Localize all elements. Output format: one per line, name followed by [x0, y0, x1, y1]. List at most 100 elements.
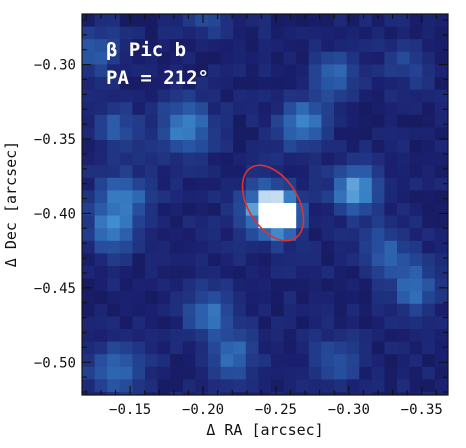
heatmap-cell: [258, 177, 272, 191]
heatmap-cell: [233, 165, 247, 179]
heatmap-cell: [371, 14, 385, 28]
heatmap-cell: [208, 316, 222, 330]
heatmap-cell: [82, 341, 96, 355]
heatmap-cell: [107, 291, 121, 305]
heatmap-cell: [220, 203, 234, 217]
heatmap-cell: [434, 165, 448, 179]
heatmap-cell: [296, 379, 310, 393]
heatmap-cell: [308, 316, 322, 330]
heatmap-cell: [245, 26, 259, 40]
heatmap-cell: [384, 303, 398, 317]
heatmap-cell: [308, 253, 322, 267]
heatmap-cell: [334, 152, 348, 166]
heatmap-cell: [308, 140, 322, 154]
heatmap-cell: [308, 177, 322, 191]
heatmap-cell: [94, 114, 108, 128]
heatmap-cell: [359, 14, 373, 28]
heatmap-cell: [321, 190, 335, 204]
heatmap-cell: [422, 329, 436, 343]
heatmap-cell: [447, 64, 448, 78]
heatmap-cell: [296, 366, 310, 380]
heatmap-cell: [170, 278, 184, 292]
heatmap-cell: [271, 77, 285, 91]
heatmap-cell: [321, 39, 335, 53]
heatmap-cell: [334, 140, 348, 154]
heatmap-cell: [208, 303, 222, 317]
heatmap-cell: [107, 152, 121, 166]
heatmap-cell: [220, 329, 234, 343]
heatmap-cell: [271, 114, 285, 128]
heatmap-cell: [132, 366, 146, 380]
heatmap-cell: [94, 215, 108, 229]
heatmap-cell: [220, 253, 234, 267]
heatmap-cell: [434, 51, 448, 65]
heatmap-cell: [447, 341, 448, 355]
heatmap-cell: [384, 215, 398, 229]
heatmap-cell: [422, 303, 436, 317]
heatmap-cell: [157, 89, 171, 103]
heatmap-cell: [82, 51, 96, 65]
heatmap-cell: [107, 253, 121, 267]
heatmap-cell: [82, 152, 96, 166]
heatmap-cell: [145, 303, 159, 317]
heatmap-cell: [384, 64, 398, 78]
heatmap-cell: [447, 379, 448, 393]
heatmap-cell: [145, 127, 159, 141]
heatmap-cell: [346, 329, 360, 343]
heatmap-cell: [170, 316, 184, 330]
heatmap-cell: [145, 51, 159, 65]
heatmap-cell: [195, 177, 209, 191]
heatmap-cell: [107, 329, 121, 343]
heatmap-cell: [157, 278, 171, 292]
heatmap-cell: [245, 64, 259, 78]
heatmap-cell: [359, 39, 373, 53]
heatmap-cell: [359, 26, 373, 40]
heatmap-cell: [371, 51, 385, 65]
heatmap-cell: [359, 203, 373, 217]
annotation-target-name: β Pic b: [106, 39, 186, 61]
heatmap-cell: [145, 366, 159, 380]
heatmap-cell: [195, 240, 209, 254]
heatmap-cell: [409, 303, 423, 317]
heatmap-cell: [157, 190, 171, 204]
heatmap-cell: [157, 102, 171, 116]
heatmap-cell: [195, 329, 209, 343]
heatmap-cell: [447, 51, 448, 65]
y-axis-label: Δ Dec [arcsec]: [2, 141, 20, 267]
heatmap-cell: [145, 26, 159, 40]
heatmap-cell: [434, 64, 448, 78]
heatmap-cell: [157, 127, 171, 141]
heatmap-cell: [195, 228, 209, 242]
heatmap-cell: [94, 140, 108, 154]
heatmap-cell: [94, 26, 108, 40]
heatmap-cell: [283, 354, 297, 368]
heatmap-cell: [94, 303, 108, 317]
heatmap-cell: [334, 102, 348, 116]
heatmap-cell: [308, 51, 322, 65]
heatmap-cell: [119, 303, 133, 317]
heatmap-cell: [283, 379, 297, 393]
heatmap-cell: [447, 127, 448, 141]
heatmap-cell: [119, 354, 133, 368]
heatmap-cell: [220, 51, 234, 65]
heatmap-cell: [182, 51, 196, 65]
heatmap-cell: [397, 354, 411, 368]
heatmap-cell: [258, 278, 272, 292]
heatmap-cell: [409, 215, 423, 229]
heatmap-cell: [409, 203, 423, 217]
heatmap-cell: [321, 203, 335, 217]
heatmap-cell: [271, 152, 285, 166]
heatmap-cell: [346, 316, 360, 330]
heatmap-cell: [182, 215, 196, 229]
heatmap-cell: [271, 366, 285, 380]
heatmap-cell: [170, 266, 184, 280]
heatmap-cell: [258, 51, 272, 65]
heatmap-cell: [245, 291, 259, 305]
heatmap-cell: [371, 329, 385, 343]
heatmap-cell: [233, 152, 247, 166]
heatmap-cell: [271, 26, 285, 40]
heatmap-cell: [422, 114, 436, 128]
heatmap-cell: [296, 278, 310, 292]
heatmap-cell: [359, 102, 373, 116]
heatmap-cell: [283, 152, 297, 166]
